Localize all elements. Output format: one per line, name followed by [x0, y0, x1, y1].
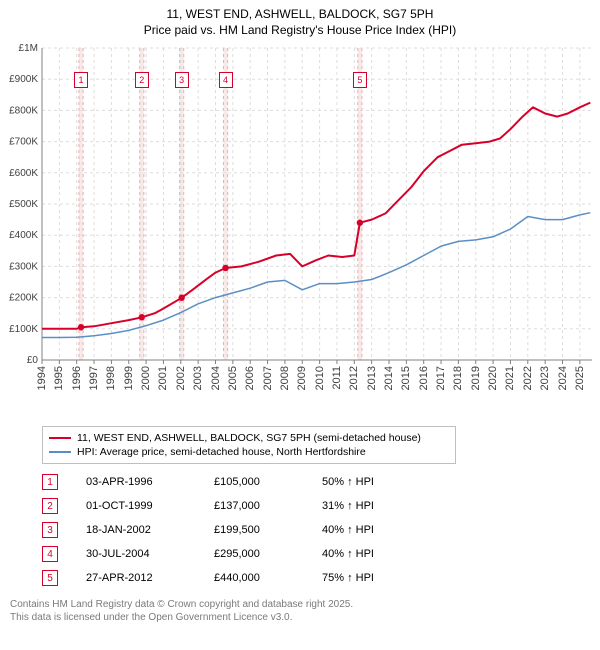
- x-tick-label: 2016: [418, 366, 430, 390]
- chart-title: 11, WEST END, ASHWELL, BALDOCK, SG7 5PH …: [0, 0, 600, 40]
- legend-swatch: [49, 437, 71, 439]
- x-tick-label: 2017: [435, 366, 447, 390]
- sales-row: 4 30-JUL-2004 £295,000 40% ↑ HPI: [42, 542, 590, 566]
- svg-text:£600K: £600K: [9, 168, 38, 179]
- legend-label: 11, WEST END, ASHWELL, BALDOCK, SG7 5PH …: [77, 432, 421, 444]
- sale-date: 01-OCT-1999: [86, 500, 186, 512]
- svg-text:£700K: £700K: [9, 137, 38, 148]
- sale-hpi: 40% ↑ HPI: [322, 548, 402, 560]
- x-tick-label: 2005: [227, 366, 239, 390]
- x-tick-label: 1996: [71, 366, 83, 390]
- sale-number-marker: 2: [42, 498, 58, 514]
- sale-price: £295,000: [214, 548, 294, 560]
- sale-number-marker: 4: [42, 546, 58, 562]
- x-tick-label: 2003: [192, 366, 204, 390]
- x-tick-label: 2004: [210, 366, 222, 390]
- svg-text:£400K: £400K: [9, 231, 38, 242]
- footer-attribution: Contains HM Land Registry data © Crown c…: [10, 598, 590, 624]
- sale-number-marker: 3: [42, 522, 58, 538]
- title-line2: Price paid vs. HM Land Registry's House …: [4, 22, 596, 38]
- x-tick-label: 2012: [348, 366, 360, 390]
- svg-text:£200K: £200K: [9, 293, 38, 304]
- x-tick-label: 2014: [383, 366, 395, 390]
- x-tick-label: 2001: [157, 366, 169, 390]
- svg-text:£100K: £100K: [9, 324, 38, 335]
- sales-row: 1 03-APR-1996 £105,000 50% ↑ HPI: [42, 470, 590, 494]
- sale-number-marker: 1: [42, 474, 58, 490]
- x-tick-label: 2018: [452, 366, 464, 390]
- title-line1: 11, WEST END, ASHWELL, BALDOCK, SG7 5PH: [4, 6, 596, 22]
- sale-marker: 2: [135, 72, 149, 88]
- sale-hpi: 75% ↑ HPI: [322, 572, 402, 584]
- svg-text:£1M: £1M: [19, 43, 38, 54]
- sale-marker: 5: [353, 72, 367, 88]
- x-tick-label: 2023: [539, 366, 551, 390]
- sales-row: 2 01-OCT-1999 £137,000 31% ↑ HPI: [42, 494, 590, 518]
- legend-item: HPI: Average price, semi-detached house,…: [49, 445, 449, 459]
- x-tick-label: 2019: [470, 366, 482, 390]
- sale-marker: 4: [219, 72, 233, 88]
- sale-number-marker: 5: [42, 570, 58, 586]
- sales-row: 5 27-APR-2012 £440,000 75% ↑ HPI: [42, 566, 590, 590]
- x-tick-label: 2006: [244, 366, 256, 390]
- x-tick-label: 2013: [366, 366, 378, 390]
- sale-hpi: 40% ↑ HPI: [322, 524, 402, 536]
- legend: 11, WEST END, ASHWELL, BALDOCK, SG7 5PH …: [42, 426, 456, 464]
- x-tick-label: 2010: [314, 366, 326, 390]
- x-tick-label: 2025: [574, 366, 586, 390]
- sales-table: 1 03-APR-1996 £105,000 50% ↑ HPI 2 01-OCT-199…: [42, 470, 590, 590]
- sale-price: £199,500: [214, 524, 294, 536]
- x-tick-label: 2007: [262, 366, 274, 390]
- x-tick-label: 2015: [400, 366, 412, 390]
- sale-date: 30-JUL-2004: [86, 548, 186, 560]
- x-tick-label: 2011: [331, 366, 343, 390]
- x-tick-label: 2021: [504, 366, 516, 390]
- sale-hpi: 50% ↑ HPI: [322, 476, 402, 488]
- x-tick-label: 1997: [88, 366, 100, 390]
- legend-label: HPI: Average price, semi-detached house,…: [77, 446, 366, 458]
- x-tick-label: 2020: [487, 366, 499, 390]
- sale-hpi: 31% ↑ HPI: [322, 500, 402, 512]
- chart-svg: £0 £100K £200K £300K £400K £500K £600K £700K £80…: [0, 40, 600, 420]
- legend-swatch: [49, 451, 71, 453]
- x-tick-label: 2000: [140, 366, 152, 390]
- x-tick-label: 2008: [279, 366, 291, 390]
- sales-row: 3 18-JAN-2002 £199,500 40% ↑ HPI: [42, 518, 590, 542]
- x-tick-label: 2002: [175, 366, 187, 390]
- svg-text:£0: £0: [27, 355, 39, 366]
- sale-price: £105,000: [214, 476, 294, 488]
- legend-item: 11, WEST END, ASHWELL, BALDOCK, SG7 5PH …: [49, 431, 449, 445]
- x-tick-label: 2022: [522, 366, 534, 390]
- x-tick-label: 2009: [296, 366, 308, 390]
- x-tick-label: 1998: [105, 366, 117, 390]
- sale-marker: 1: [74, 72, 88, 88]
- x-tick-label: 1999: [123, 366, 135, 390]
- sale-price: £440,000: [214, 572, 294, 584]
- sale-date: 18-JAN-2002: [86, 524, 186, 536]
- chart-area: £0 £100K £200K £300K £400K £500K £600K £700K £80…: [0, 40, 600, 420]
- footer-line1: Contains HM Land Registry data © Crown c…: [10, 598, 590, 611]
- sale-price: £137,000: [214, 500, 294, 512]
- x-tick-label: 1995: [53, 366, 65, 390]
- svg-text:£800K: £800K: [9, 106, 38, 117]
- svg-text:£500K: £500K: [9, 199, 38, 210]
- svg-text:£900K: £900K: [9, 75, 38, 86]
- footer-line2: This data is licensed under the Open Gov…: [10, 611, 590, 624]
- sale-marker: 3: [175, 72, 189, 88]
- sale-date: 27-APR-2012: [86, 572, 186, 584]
- sale-date: 03-APR-1996: [86, 476, 186, 488]
- svg-text:£300K: £300K: [9, 262, 38, 273]
- x-tick-label: 2024: [557, 366, 569, 390]
- x-tick-label: 1994: [36, 366, 48, 390]
